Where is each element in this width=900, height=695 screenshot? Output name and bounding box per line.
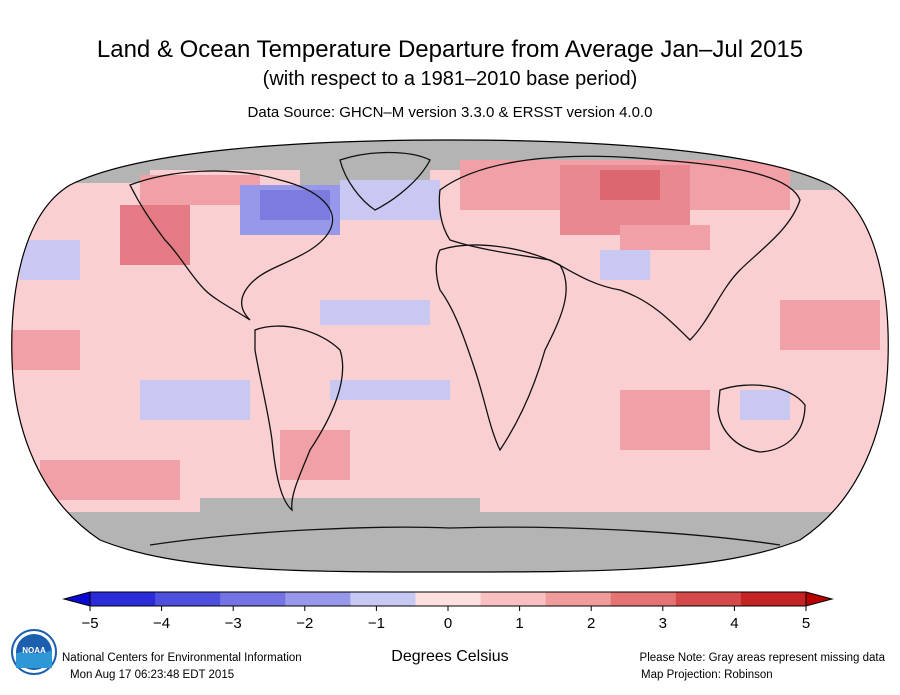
legend-tick-label: −2: [296, 615, 313, 632]
legend-tick-label: 5: [802, 615, 810, 632]
map-subtitle: (with respect to a 1981–2010 base period…: [262, 68, 638, 90]
greenland-outline: [339, 151, 431, 211]
projection-note: Map Projection: Robinson: [641, 669, 773, 681]
legend-overflow-arrow: [805, 591, 834, 607]
org-name: National Centers for Environmental Infor…: [62, 652, 302, 664]
legend-swatch: [675, 592, 742, 606]
cool-tropical-atlantic: [320, 300, 430, 325]
warm-s-america: [280, 430, 350, 480]
legend-tick-label: −5: [81, 615, 98, 632]
legend-tick-label: 3: [659, 615, 667, 632]
noaa-logo: NOAA: [11, 629, 57, 675]
legend-swatch: [545, 592, 612, 606]
warm-e-pacific: [11, 330, 80, 370]
warm-w-pacific: [780, 300, 880, 350]
cool-n-pacific: [20, 240, 80, 280]
legend-tick-label: −3: [225, 615, 242, 632]
color-legend: −5 −4 −3 −2 −1 0 1 2 3 4 5: [62, 591, 834, 632]
missing-data-note: Please Note: Gray areas represent missin…: [639, 652, 885, 664]
hot-ne-pacific: [120, 205, 190, 265]
warm-indian-ocean: [620, 390, 710, 450]
cool-se-pacific: [140, 380, 250, 420]
warm-s-pacific: [40, 460, 180, 500]
cool-s-atlantic: [330, 380, 450, 400]
map-title: Land & Ocean Temperature Departure from …: [96, 36, 804, 63]
missing-data-nw: [11, 165, 150, 183]
australia-outline: [717, 384, 806, 453]
africa-outline: [435, 244, 567, 452]
cool-n-atlantic: [340, 180, 440, 220]
timestamp: Mon Aug 17 06:23:48 EDT 2015: [70, 669, 235, 681]
missing-data-south-edge: [200, 498, 480, 514]
legend-swatch: [155, 592, 221, 606]
legend-label: Degrees Celsius: [391, 648, 509, 665]
legend-swatch: [415, 592, 482, 606]
cool-australia: [740, 390, 790, 420]
data-source: Data Source: GHCN–M version 3.3.0 & ERSS…: [247, 104, 653, 121]
south-america-outline: [254, 325, 344, 512]
legend-underflow-arrow: [62, 591, 91, 607]
hot-core-siberia: [600, 170, 660, 200]
legend-swatch: [610, 592, 677, 606]
legend-swatch: [480, 592, 547, 606]
legend-tick-label: −1: [368, 615, 385, 632]
anomaly-field: [11, 140, 889, 572]
legend-tick-label: −4: [153, 615, 170, 632]
eurasia-outline: [438, 155, 801, 341]
legend-swatch: [285, 592, 351, 606]
legend-swatch: [350, 592, 416, 606]
warm-asia: [620, 225, 710, 250]
coastlines: [129, 151, 806, 546]
legend-swatch: [90, 592, 156, 606]
legend-tick-label: 2: [587, 615, 595, 632]
cool-himalaya: [600, 250, 650, 280]
legend-swatch: [740, 592, 807, 606]
north-america-outline: [129, 170, 334, 321]
antarctica-outline: [149, 526, 781, 546]
cold-ne-canada: [260, 190, 330, 220]
legend-tick-label: 1: [515, 615, 523, 632]
legend-swatch: [220, 592, 286, 606]
noaa-logo-text: NOAA: [22, 646, 46, 655]
legend-tick-label: 0: [444, 615, 452, 632]
legend-tick-label: 4: [730, 615, 738, 632]
map-frame: [11, 139, 889, 573]
